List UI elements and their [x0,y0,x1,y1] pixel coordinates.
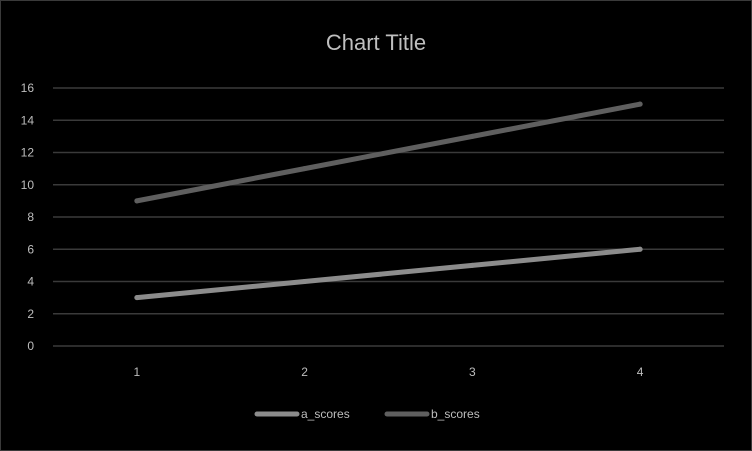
data-point [637,246,643,252]
x-tick-label: 4 [637,365,644,379]
data-point [637,101,643,107]
y-tick-label: 4 [27,275,34,289]
y-tick-label: 0 [27,339,34,353]
y-tick-label: 8 [27,210,34,224]
data-point [302,166,308,172]
series-line-a_scores [134,246,643,301]
legend-label: a_scores [301,407,350,421]
legend-label: b_scores [431,407,480,421]
y-tick-label: 16 [21,81,35,95]
legend: a_scores b_scores [254,407,480,421]
series-line-b_scores [134,101,643,204]
y-axis-ticks: 0 2 4 6 8 10 12 14 16 [21,81,35,353]
data-point [134,295,140,301]
data-point [302,279,308,284]
y-tick-label: 6 [27,242,34,256]
data-point [469,133,475,139]
gridlines [53,87,724,347]
y-tick-label: 12 [21,146,35,160]
y-tick-label: 10 [21,178,35,192]
y-tick-label: 2 [27,307,34,321]
x-tick-label: 3 [469,365,476,379]
chart-title: Chart Title [326,30,426,55]
y-tick-label: 14 [21,113,35,127]
data-point [469,262,475,268]
x-tick-label: 2 [301,365,308,379]
x-tick-label: 1 [134,365,141,379]
x-axis-ticks: 1 2 3 4 [134,365,644,379]
data-point [134,198,140,204]
series-lines [134,101,643,301]
